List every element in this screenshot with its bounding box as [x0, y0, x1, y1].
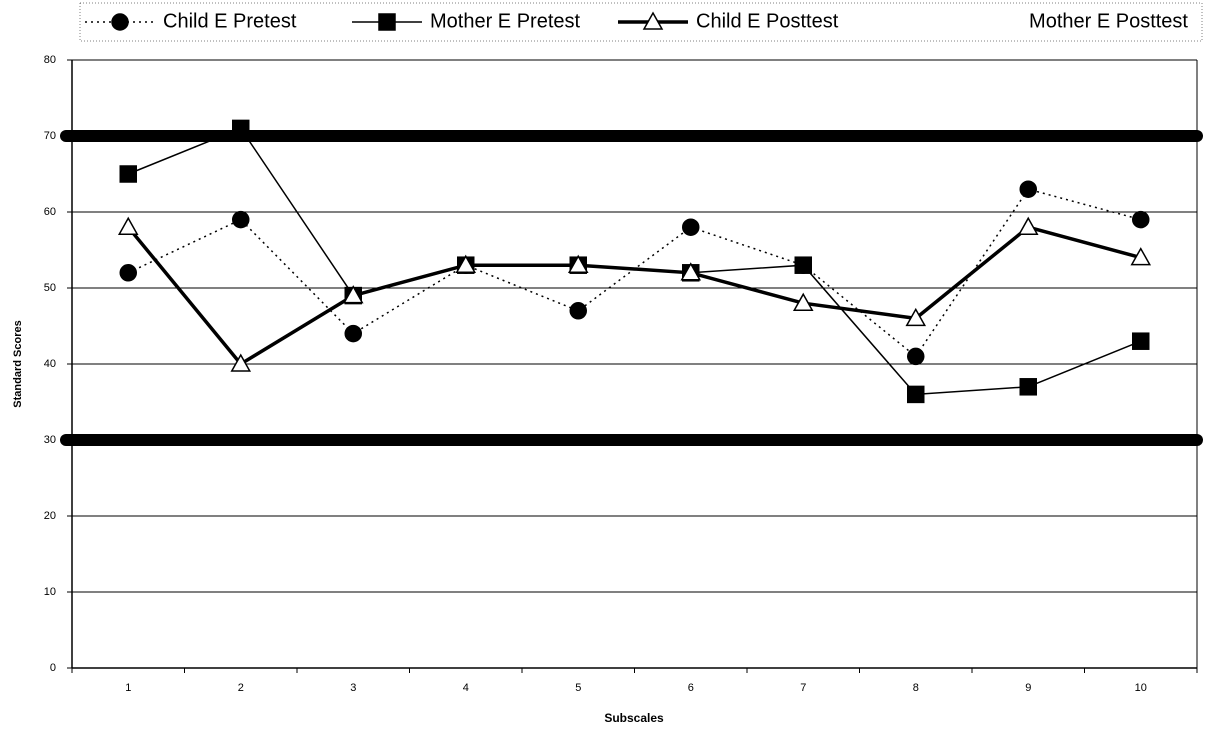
x-tick-label: 8 — [913, 682, 919, 694]
point — [905, 307, 927, 327]
point — [567, 254, 589, 273]
x-tick-label: 3 — [350, 682, 356, 694]
point — [907, 347, 925, 366]
point — [111, 13, 129, 31]
x-tick-label: 1 — [125, 682, 131, 694]
x-axis-title: Subscales — [604, 711, 664, 725]
series-line — [127, 188, 1141, 358]
point — [230, 353, 252, 372]
legend-label: Mother E Pretest — [430, 10, 581, 32]
x-tick-label: 6 — [688, 682, 694, 694]
x-tick-label: 5 — [575, 682, 581, 694]
point — [569, 302, 587, 320]
point — [342, 285, 364, 304]
y-tick-label: 20 — [44, 510, 56, 522]
legend: Child E Pretest Mother E Pretest Child E P… — [79, 2, 1203, 42]
series-line — [126, 225, 1142, 367]
y-tick-label: 10 — [44, 586, 56, 598]
point — [378, 13, 396, 31]
point — [1017, 216, 1039, 235]
y-tick-label: 30 — [44, 434, 56, 446]
point — [642, 11, 664, 30]
y-tick-label: 60 — [44, 206, 56, 218]
point — [1132, 332, 1150, 350]
legend-label: Child E Posttest — [696, 10, 839, 32]
point — [232, 210, 250, 229]
point — [907, 385, 925, 404]
y-tick-label: 0 — [50, 662, 56, 674]
point — [1019, 378, 1037, 396]
x-tick-label: 2 — [238, 682, 244, 694]
series-line — [127, 127, 1142, 396]
point — [794, 256, 812, 274]
x-tick-label: 4 — [463, 682, 469, 694]
point — [119, 264, 137, 282]
y-tick-label: 70 — [44, 130, 56, 142]
point — [1019, 180, 1037, 198]
y-tick-label: 80 — [44, 54, 56, 66]
point — [117, 216, 139, 235]
y-tick-label: 40 — [44, 358, 56, 370]
x-tick-label: 10 — [1135, 682, 1147, 694]
point — [792, 292, 814, 311]
x-tick-label: 9 — [1025, 682, 1031, 694]
legend-label: Mother E Posttest — [1029, 10, 1188, 32]
point — [1132, 210, 1150, 229]
point — [682, 218, 700, 236]
x-tick-label: 7 — [800, 682, 806, 694]
point — [680, 262, 702, 281]
point — [1130, 247, 1152, 266]
y-axis-title: Standard Scores — [12, 320, 24, 407]
y-tick-label: 50 — [44, 282, 56, 294]
point — [455, 254, 477, 273]
point — [119, 165, 137, 183]
legend-label: Child E Pretest — [163, 10, 297, 32]
point — [232, 119, 250, 138]
point — [344, 324, 362, 343]
